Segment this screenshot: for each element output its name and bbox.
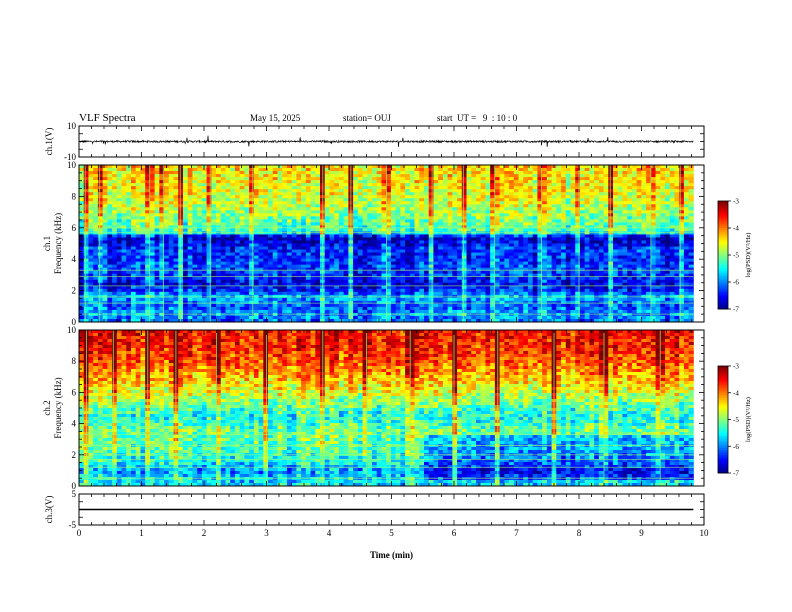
colorbar-tick-label: -3: [733, 198, 739, 206]
x-ticks: [78, 330, 705, 486]
y-tick-label: 4: [72, 419, 77, 429]
colorbar-label: log(PSD)(V²/Hz): [745, 397, 752, 442]
colorbar-tick-label: -7: [733, 470, 739, 478]
y-tick-label: 5: [72, 489, 77, 499]
colorbar-tick-label: -6: [733, 443, 739, 451]
colorbar-1: [717, 200, 731, 310]
y-tick-label: 6: [72, 223, 77, 233]
colorbar-tick-label: -6: [733, 279, 739, 287]
y-tick-label: 2: [72, 286, 77, 296]
colorbar-tick-label: -4: [733, 389, 739, 397]
colorbar-tick-label: -5: [733, 252, 739, 260]
start-time-label: start UT = 9 : 10 : 0: [437, 113, 518, 123]
colorbar-tick-label: -7: [733, 306, 739, 314]
x-ticks: [78, 126, 705, 157]
y-tick-label: 10: [67, 325, 77, 335]
y-axis-label: Frequency (kHz): [53, 213, 63, 274]
y-tick-label: 0: [72, 481, 77, 491]
y-tick-label: 10: [67, 160, 77, 170]
x-tick-label: 10: [700, 528, 710, 538]
x-tick-label: 5: [389, 528, 394, 538]
y-axis-label: Frequency (kHz): [53, 377, 63, 438]
y-axis-label: ch.3(V): [44, 496, 54, 524]
figure-title: VLF Spectra: [79, 112, 136, 124]
colorbar-2: [717, 365, 731, 474]
spectrogram-image-2: [79, 330, 694, 487]
spectrogram-image-1: [79, 165, 694, 323]
x-tick-label: 2: [202, 528, 207, 538]
date-label: May 15, 2025: [250, 113, 301, 123]
y-tick-label: 4: [72, 254, 77, 264]
x-tick-label: 9: [639, 528, 644, 538]
y-tick-label: -10: [64, 152, 76, 162]
y-tick-label: 6: [72, 387, 77, 397]
x-tick-label: 8: [577, 528, 582, 538]
colorbar-tick-label: -3: [733, 363, 739, 371]
colorbar-label: log(PSD)(V²/Hz): [745, 233, 752, 278]
x-tick-label: 0: [77, 528, 82, 538]
waveform-trace-0: [78, 135, 694, 148]
y-tick-label: 8: [72, 356, 77, 366]
x-tick-label: 3: [264, 528, 269, 538]
y-tick-label: 0: [72, 317, 77, 327]
y-tick-label: 10: [67, 121, 77, 131]
station-label: station= OUJ: [343, 113, 391, 123]
channel-label: ch.2: [42, 400, 52, 415]
colorbar-tick-label: -4: [733, 225, 739, 233]
x-tick-label: 7: [514, 528, 519, 538]
colorbar-tick-label: -5: [733, 416, 739, 424]
x-tick-label: 4: [327, 528, 332, 538]
y-axis-label: ch.1(V): [44, 128, 54, 156]
x-tick-label: 1: [139, 528, 144, 538]
x-ticks: [78, 494, 705, 525]
channel-label: ch.1: [42, 236, 52, 251]
y-tick-label: 8: [72, 191, 77, 201]
x-tick-label: 6: [452, 528, 457, 538]
y-tick-label: 2: [72, 450, 77, 460]
x-ticks: [78, 165, 705, 322]
y-tick-label: -5: [69, 520, 77, 530]
x-axis-label: Time (min): [370, 550, 413, 560]
